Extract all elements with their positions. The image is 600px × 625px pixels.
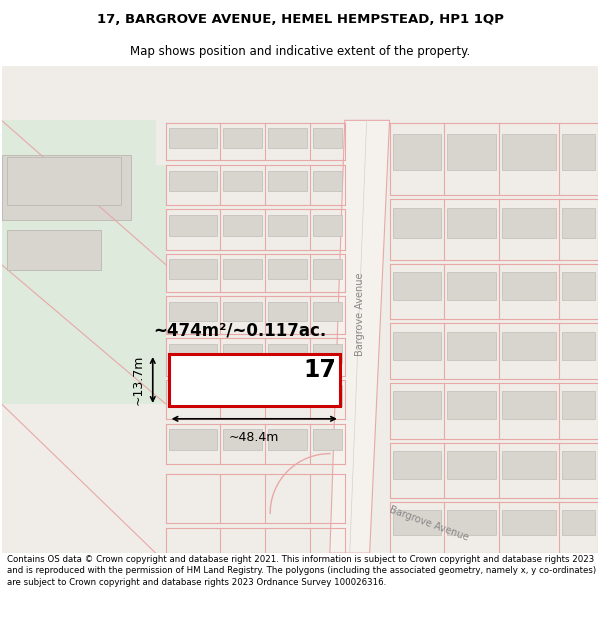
Bar [223, 302, 262, 321]
Bar [169, 344, 217, 363]
Bar [562, 272, 595, 300]
Bar [223, 129, 262, 148]
Text: Contains OS data © Crown copyright and database right 2021. This information is : Contains OS data © Crown copyright and d… [7, 554, 596, 587]
Bar [502, 391, 556, 419]
Bar [223, 214, 262, 236]
Bar [313, 171, 342, 191]
Bar [313, 429, 342, 450]
Bar [268, 129, 307, 148]
Text: Bargrove Avenue: Bargrove Avenue [388, 504, 470, 542]
Bar [562, 208, 595, 238]
Bar [223, 344, 262, 363]
Bar [502, 451, 556, 479]
Bar [223, 429, 262, 450]
Bar [223, 171, 262, 191]
Bar [447, 208, 496, 238]
Bar [562, 134, 595, 170]
Bar [169, 302, 217, 321]
Bar [313, 302, 342, 321]
Text: ~48.4m: ~48.4m [229, 431, 280, 444]
Bar [313, 386, 342, 406]
Bar [447, 272, 496, 300]
Polygon shape [2, 121, 166, 404]
Bar [447, 134, 496, 170]
Bar [447, 510, 496, 536]
Bar [268, 259, 307, 279]
Bar [562, 391, 595, 419]
Text: ~474m²/~0.117ac.: ~474m²/~0.117ac. [154, 321, 327, 339]
Bar [268, 429, 307, 450]
Bar [268, 214, 307, 236]
Bar [313, 344, 342, 363]
Bar [313, 214, 342, 236]
Bar [268, 171, 307, 191]
Text: 17: 17 [304, 358, 337, 382]
Bar [502, 272, 556, 300]
Bar [169, 171, 217, 191]
Bar [169, 214, 217, 236]
Text: ~13.7m: ~13.7m [132, 355, 145, 405]
Bar [447, 391, 496, 419]
Bar [392, 134, 441, 170]
Text: 17, BARGROVE AVENUE, HEMEL HEMPSTEAD, HP1 1QP: 17, BARGROVE AVENUE, HEMEL HEMPSTEAD, HP… [97, 13, 503, 26]
Bar [169, 429, 217, 450]
Bar [7, 157, 121, 205]
Bar [223, 259, 262, 279]
Text: Map shows position and indicative extent of the property.: Map shows position and indicative extent… [130, 45, 470, 58]
Bar [169, 129, 217, 148]
Bar [392, 510, 441, 536]
Bar [502, 510, 556, 536]
Bar [447, 451, 496, 479]
Bar [392, 391, 441, 419]
Bar [392, 208, 441, 238]
Bar [562, 510, 595, 536]
Bar [169, 386, 217, 406]
Text: Bargrove Avenue: Bargrove Avenue [355, 272, 365, 356]
Bar [562, 332, 595, 359]
Bar [502, 332, 556, 359]
Bar [392, 332, 441, 359]
Bar [268, 302, 307, 321]
Bar [392, 451, 441, 479]
Polygon shape [2, 155, 131, 220]
Bar [502, 208, 556, 238]
Bar [502, 134, 556, 170]
Bar [392, 272, 441, 300]
Bar [562, 451, 595, 479]
Bar [447, 332, 496, 359]
Bar [169, 354, 340, 406]
Bar [223, 386, 262, 406]
Bar [313, 129, 342, 148]
Bar [313, 259, 342, 279]
Bar [268, 344, 307, 363]
Polygon shape [330, 121, 389, 553]
Bar [169, 259, 217, 279]
Bar [7, 230, 101, 269]
Bar [268, 386, 307, 406]
